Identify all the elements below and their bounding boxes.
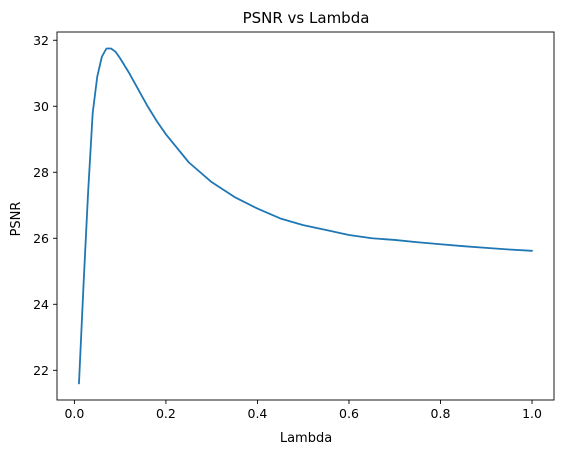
x-tick-label: 1.0: [522, 406, 542, 421]
x-axis-label: Lambda: [280, 431, 332, 446]
series-line-0: [78, 47, 533, 385]
y-tick-label: 26: [33, 231, 49, 246]
x-tick-label: 0.2: [156, 406, 176, 421]
y-tick-label: 24: [33, 297, 49, 312]
y-axis-label: PSNR: [9, 202, 24, 237]
plot-area: 0.0 0.2 0.4 0.6 0.8 1.0 22 24 26 28 30 32: [33, 31, 555, 421]
x-tick-label: 0.6: [339, 406, 359, 421]
chart-title: PSNR vs Lambda: [243, 9, 370, 27]
y-tick-label: 30: [33, 99, 49, 114]
x-tick-label: 0.8: [431, 406, 451, 421]
x-tick-label: 0.0: [64, 406, 84, 421]
y-tick-label: 22: [33, 363, 49, 378]
x-tick-label: 0.4: [248, 406, 268, 421]
y-tick-label: 28: [33, 165, 49, 180]
y-tick-label: 32: [33, 33, 49, 48]
plot-frame: [56, 31, 555, 401]
